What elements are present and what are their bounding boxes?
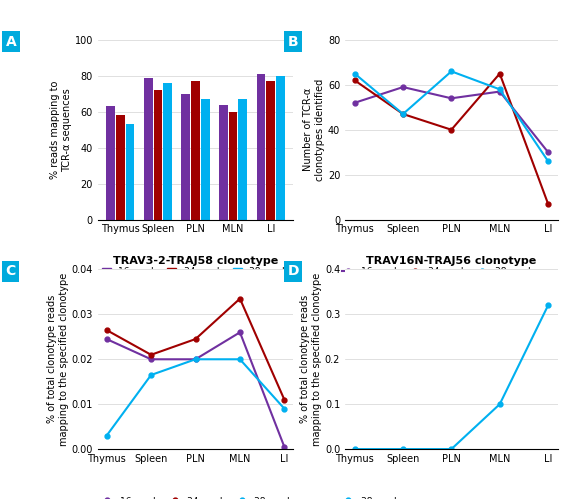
Bar bbox=[266, 81, 275, 220]
Title: TRAV16N-TRAJ56 clonotype: TRAV16N-TRAJ56 clonotype bbox=[366, 256, 536, 266]
Bar bbox=[144, 78, 152, 220]
Bar bbox=[126, 124, 135, 220]
Bar bbox=[106, 106, 115, 220]
Bar bbox=[154, 90, 162, 220]
Text: A: A bbox=[6, 35, 17, 49]
Title: TRAV3-2-TRAJ58 clonotype: TRAV3-2-TRAJ58 clonotype bbox=[113, 256, 278, 266]
Text: B: B bbox=[288, 35, 298, 49]
Y-axis label: Number of TCR-α
clonotypes identified: Number of TCR-α clonotypes identified bbox=[304, 79, 325, 181]
Bar bbox=[201, 99, 210, 220]
Y-axis label: % of total clonotype reads
mapping to the specified clonotype: % of total clonotype reads mapping to th… bbox=[47, 272, 68, 446]
Bar bbox=[116, 115, 125, 220]
Legend: 38 weeks: 38 weeks bbox=[339, 493, 407, 499]
Text: D: D bbox=[288, 264, 299, 278]
Bar bbox=[191, 81, 200, 220]
Bar bbox=[256, 74, 265, 220]
Bar bbox=[181, 94, 190, 220]
Y-axis label: % reads mapping to
TCR-α sequences: % reads mapping to TCR-α sequences bbox=[50, 80, 72, 179]
Legend: 16 weeks, 34 weeks, 38 weeks: 16 weeks, 34 weeks, 38 weeks bbox=[98, 263, 296, 280]
Bar bbox=[163, 83, 172, 220]
Y-axis label: % of total clonotype reads
mapping to the specified clonotype: % of total clonotype reads mapping to th… bbox=[300, 272, 322, 446]
Bar bbox=[219, 105, 228, 220]
Legend: 16 weeks, 34 weeks, 38 weeks: 16 weeks, 34 weeks, 38 weeks bbox=[98, 493, 301, 499]
Legend: 16 weeks, 34 weeks, 38 weeks: 16 weeks, 34 weeks, 38 weeks bbox=[339, 263, 542, 280]
Text: C: C bbox=[6, 264, 16, 278]
Bar bbox=[229, 112, 237, 220]
Bar bbox=[276, 76, 285, 220]
Bar bbox=[239, 99, 247, 220]
